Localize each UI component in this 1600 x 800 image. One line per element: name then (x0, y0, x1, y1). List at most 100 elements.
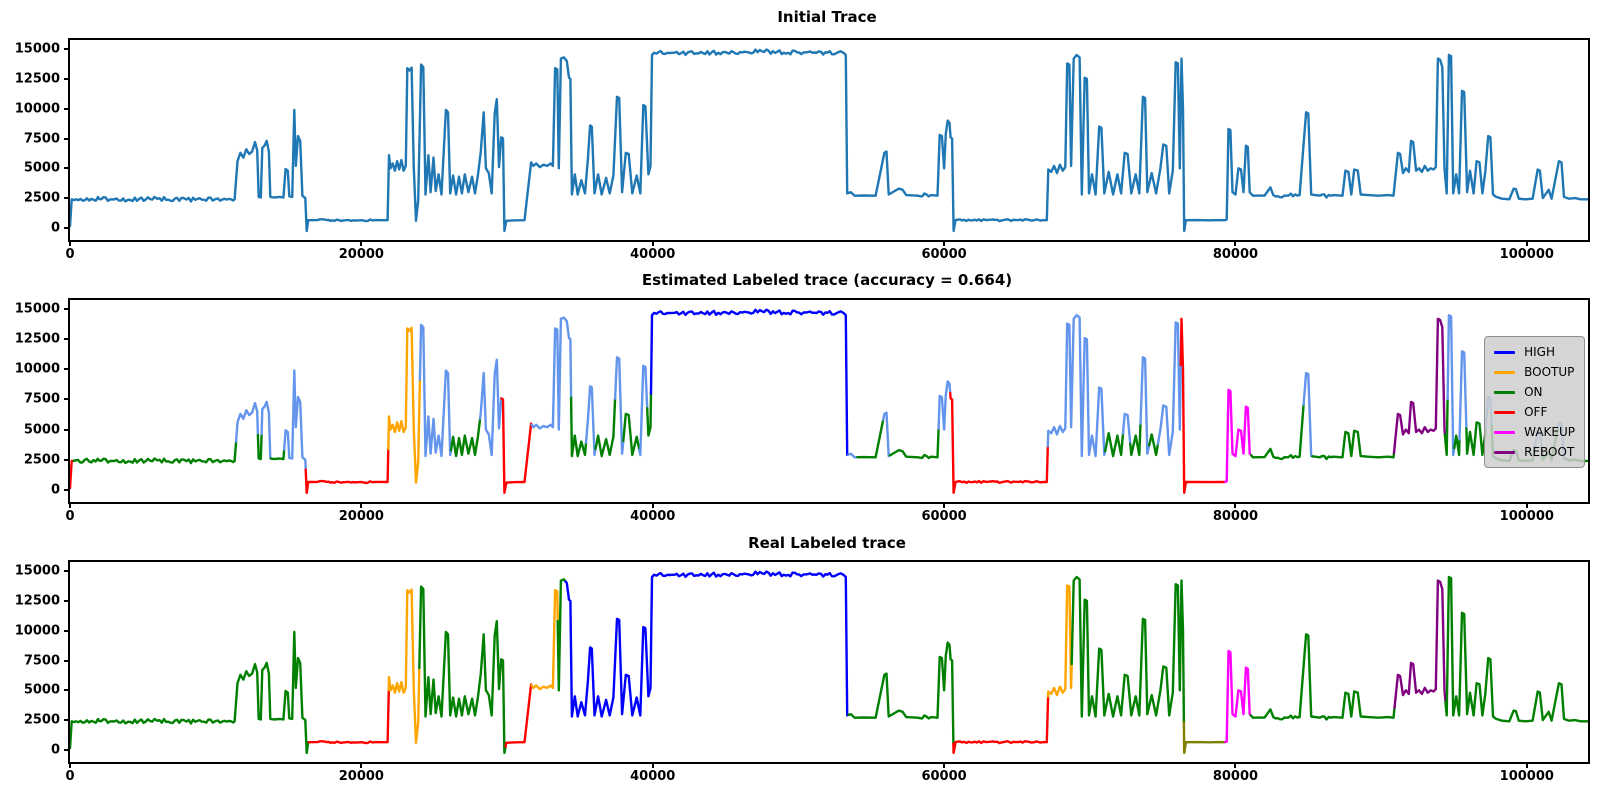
y-tick-label: 7500 (23, 131, 60, 146)
trace-segment-off (952, 695, 1050, 755)
trace-segment-lightblue (1458, 350, 1468, 441)
y-tick-label: 0 (50, 482, 60, 498)
trace-segment-off (307, 688, 390, 745)
x-tick-label: 100000 (1499, 769, 1554, 784)
y-tick-mark (64, 428, 68, 431)
trace-segment-off (949, 391, 1049, 495)
x-tick-label: 80000 (1212, 769, 1259, 784)
y-tick-mark (64, 570, 68, 573)
trace-segment-lightblue (478, 358, 503, 457)
y-tick-label: 7500 (23, 391, 60, 407)
x-tick-label: 60000 (921, 509, 967, 524)
y-tick-label: 7500 (23, 653, 60, 668)
x-tick-label: 60000 (921, 769, 967, 784)
y-tick-mark (64, 338, 68, 341)
trace-segment-on (569, 396, 588, 458)
y-tick-mark (64, 167, 68, 170)
x-tick-mark (360, 504, 363, 508)
x-tick-mark (943, 242, 946, 246)
trace-segment-on (556, 578, 567, 692)
trace-segment-lightblue (418, 323, 453, 458)
trace-segment-olive (1182, 721, 1227, 755)
y-tick-label: 5000 (23, 422, 60, 438)
trace-canvas (70, 48, 1588, 233)
y-tick-mark (64, 77, 68, 80)
x-tick-mark (69, 242, 71, 246)
y-tick-mark (64, 107, 68, 110)
x-tick-label: 0 (65, 769, 75, 784)
plot-title-real-trace: Real Labeled trace (748, 534, 906, 552)
trace-segment-on (1444, 575, 1588, 723)
y-tick-label: 10000 (14, 361, 60, 377)
trace-segment-high (564, 570, 850, 718)
plot-title-estimated-trace: Estimated Labeled trace (accuracy = 0.66… (641, 271, 1013, 289)
x-tick-label: 0 (65, 247, 75, 262)
trace-segment-lightblue (1121, 412, 1132, 446)
trace-segment-trace (70, 48, 1588, 233)
y-tick-label: 12500 (14, 71, 60, 87)
trace-segment-lightblue (1446, 313, 1456, 457)
trace-segment-bootup (387, 326, 422, 484)
trace-segment-wakeup (1224, 649, 1253, 744)
trace-segment-on (1311, 429, 1396, 461)
x-tick-label: 40000 (630, 769, 676, 784)
x-tick-label: 80000 (1212, 247, 1259, 262)
y-tick-label: 2500 (23, 712, 60, 728)
trace-segment-on (1443, 397, 1449, 457)
x-tick-label: 100000 (1499, 247, 1554, 262)
y-tick-mark (64, 719, 68, 722)
trace-canvas (70, 308, 1588, 495)
y-tick-mark (64, 368, 68, 371)
y-tick-label: 0 (50, 220, 60, 236)
trace-segment-on (888, 427, 940, 460)
legend-entry-wakeup: WAKEUP (1494, 425, 1575, 439)
x-tick-mark (1234, 242, 1237, 246)
trace-segment-lightblue (282, 369, 307, 471)
legend-label: OFF (1524, 405, 1548, 419)
trace-segment-lightblue (1139, 356, 1151, 455)
x-tick-label: 20000 (338, 247, 384, 262)
y-tick-mark (64, 226, 68, 229)
x-tick-mark (360, 242, 363, 246)
y-tick-label: 12500 (14, 593, 60, 609)
legend-swatch-on (1494, 390, 1516, 394)
x-tick-label: 40000 (630, 509, 676, 524)
trace-segment-bootup (1046, 584, 1073, 698)
trace-segment-lightblue (847, 452, 859, 459)
x-tick-label: 20000 (338, 509, 384, 524)
x-tick-mark (943, 764, 946, 768)
legend-swatch-bootup (1494, 370, 1516, 374)
legend-entry-off: OFF (1494, 405, 1575, 419)
trace-segment-lightblue (613, 356, 625, 455)
y-tick-label: 10000 (14, 101, 60, 117)
trace-segment-on (449, 417, 482, 458)
trace-segment-off (1179, 317, 1227, 495)
trace-segment-lightblue (937, 380, 952, 431)
plot-area-real-trace: 0 20000 40000 60000 80000 100000 0 2500 5000 7500… (15, 560, 1590, 784)
trace-segment-lightblue (260, 400, 273, 460)
plot-area-estimated-trace: 0 20000 40000 60000 80000 100000 0 2500 5000 7500… (15, 298, 1590, 524)
trace-segment-lightblue (1156, 321, 1183, 457)
x-tick-mark (1525, 764, 1528, 768)
y-tick-mark (64, 458, 68, 461)
plot-title-initial-trace: Initial Trace (777, 8, 877, 26)
legend-label: WAKEUP (1524, 425, 1575, 439)
x-tick-mark (1234, 764, 1237, 768)
x-tick-mark (651, 242, 654, 246)
legend-swatch-high (1494, 350, 1516, 354)
y-tick-mark (64, 48, 68, 51)
y-tick-label: 15000 (14, 563, 60, 579)
trace-segment-on (847, 641, 955, 745)
trace-segment-on (1129, 422, 1142, 457)
y-tick-label: 12500 (14, 331, 60, 347)
trace-segment-reboot (1392, 317, 1447, 455)
trace-segment-on (1465, 421, 1487, 457)
plot-area-initial-trace: 0 20000 40000 60000 80000 100000 0 2500 5000 7500… (15, 38, 1590, 262)
trace-segment-on (70, 630, 311, 755)
trace-segment-on (1070, 575, 1186, 724)
x-tick-label: 100000 (1499, 509, 1554, 524)
trace-segment-on (1147, 433, 1160, 457)
legend-entry-reboot: REBOOT (1494, 445, 1575, 459)
legend-swatch-off (1494, 410, 1516, 414)
